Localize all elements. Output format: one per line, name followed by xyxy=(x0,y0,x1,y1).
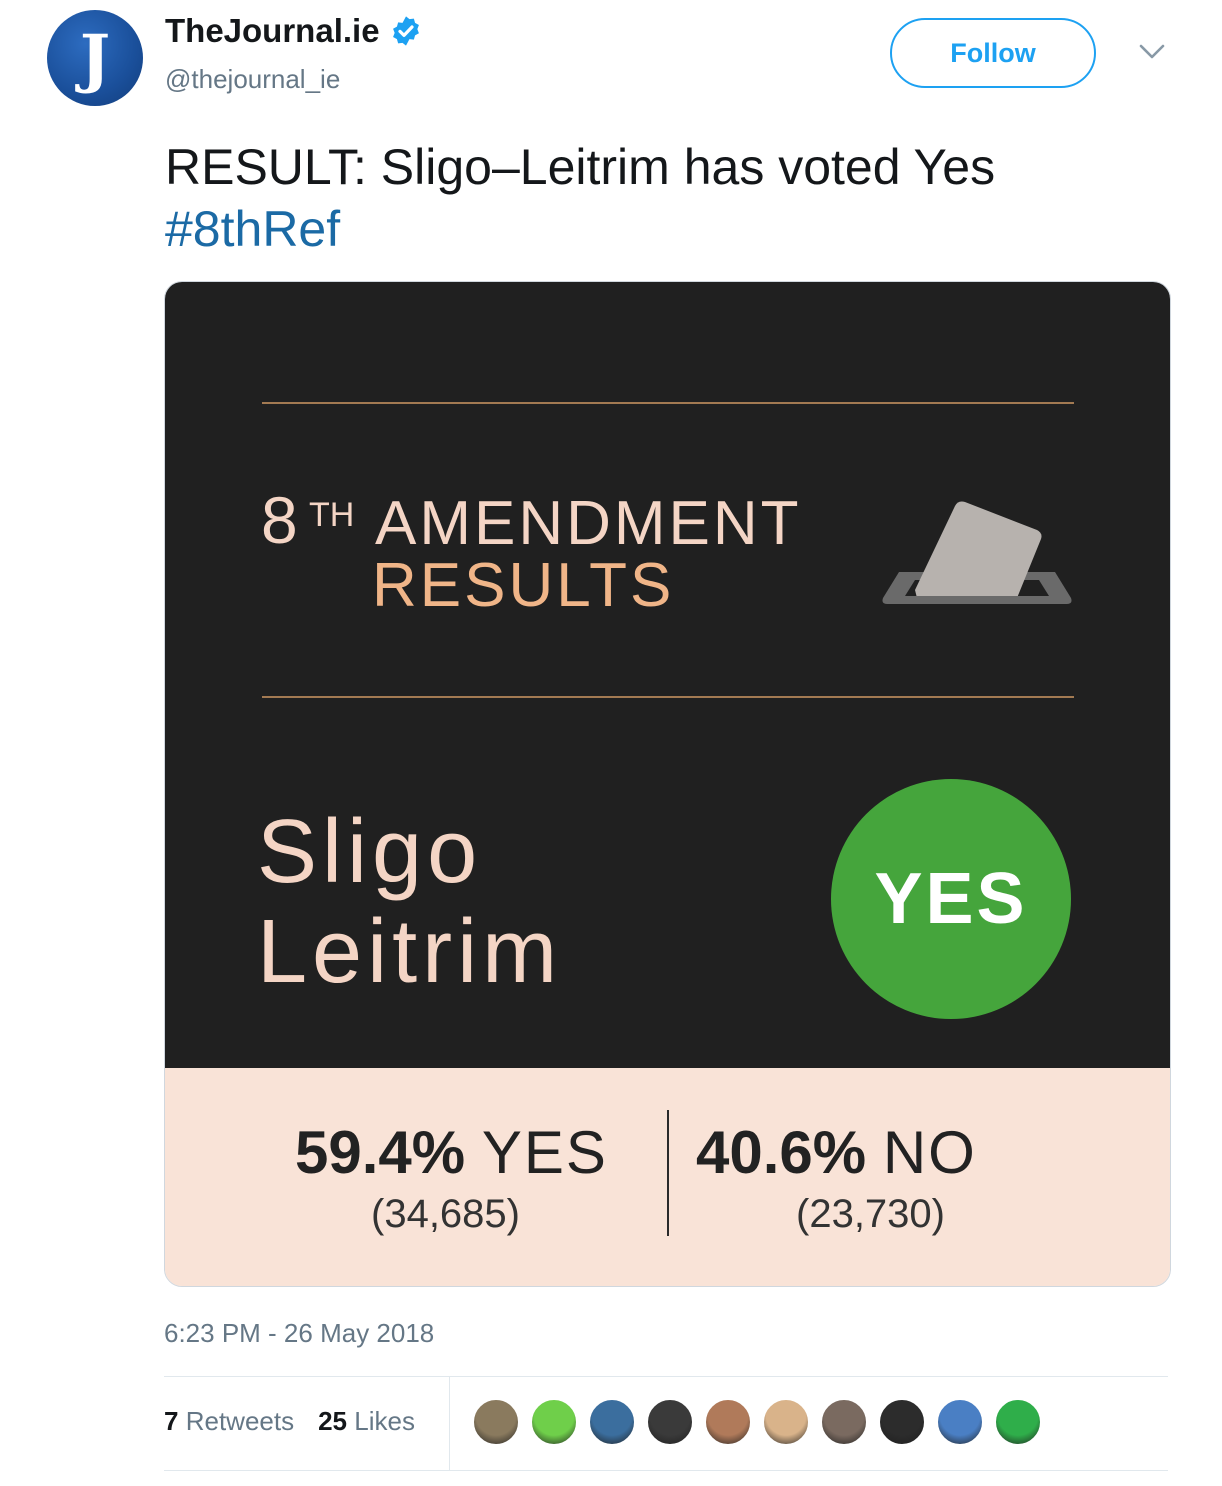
account-avatar[interactable]: J xyxy=(47,10,143,106)
no-count: (23,730) xyxy=(796,1192,945,1236)
yes-stat: 59.4% YES xyxy=(295,1118,608,1187)
stats-divider xyxy=(667,1110,669,1236)
yes-count: (34,685) xyxy=(371,1192,520,1236)
stats-top-divider xyxy=(164,1376,1168,1377)
title-amendment: AMENDMENT xyxy=(375,489,802,558)
retweets-label: Retweets xyxy=(185,1406,295,1436)
card-dark-panel: 8 TH AMENDMENT RESULTS Sligo Leitrim YES xyxy=(165,282,1170,1068)
stats-vertical-divider xyxy=(449,1376,450,1470)
liker-avatar-icon[interactable] xyxy=(994,1398,1042,1446)
bottom-rule xyxy=(262,696,1074,698)
title-number: 8 xyxy=(261,483,298,557)
yes-percent: 59.4% xyxy=(295,1119,466,1186)
chevron-down-icon[interactable] xyxy=(1138,42,1166,62)
retweets-stat[interactable]: 7 Retweets xyxy=(164,1406,294,1437)
constituency-line-1: Sligo xyxy=(257,802,483,902)
verified-badge-icon xyxy=(392,16,419,46)
card-stats-panel: 59.4% YES (34,685) 40.6% NO (23,730) xyxy=(165,1068,1170,1286)
title-suffix: TH xyxy=(309,496,355,534)
liker-avatar-icon[interactable] xyxy=(704,1398,752,1446)
title-results: RESULTS xyxy=(372,551,675,620)
stats-bottom-divider xyxy=(164,1470,1168,1471)
tweet-timestamp[interactable]: 6:23 PM - 26 May 2018 xyxy=(164,1318,435,1348)
liker-avatar-icon[interactable] xyxy=(530,1398,578,1446)
yes-label: YES xyxy=(481,1119,608,1186)
no-label: NO xyxy=(882,1119,977,1186)
account-handle[interactable]: @thejournal_ie xyxy=(165,64,341,94)
no-stat: 40.6% NO xyxy=(696,1118,977,1187)
follow-button[interactable]: Follow xyxy=(890,18,1096,88)
no-percent: 40.6% xyxy=(696,1119,867,1186)
top-rule xyxy=(262,402,1074,404)
likes-label: Likes xyxy=(354,1406,415,1436)
tweet-text: RESULT: Sligo–Leitrim has voted Yes #8th… xyxy=(165,136,995,260)
liker-avatar-icon[interactable] xyxy=(936,1398,984,1446)
liker-avatar-icon[interactable] xyxy=(588,1398,636,1446)
avatar-letter: J xyxy=(79,20,111,96)
result-badge: YES xyxy=(831,779,1071,1019)
liker-avatar-icon[interactable] xyxy=(762,1398,810,1446)
liker-avatar-icon[interactable] xyxy=(820,1398,868,1446)
retweets-count: 7 xyxy=(164,1406,179,1436)
likes-count: 25 xyxy=(318,1406,348,1436)
liker-avatars xyxy=(472,1398,1042,1446)
account-name-row[interactable]: TheJournal.ie xyxy=(165,12,422,50)
liker-avatar-icon[interactable] xyxy=(878,1398,926,1446)
ballot-box-icon xyxy=(882,501,1072,604)
constituency-line-2: Leitrim xyxy=(257,902,563,1002)
constituency-name: Sligo Leitrim xyxy=(257,802,562,1002)
liker-avatar-icon[interactable] xyxy=(472,1398,520,1446)
likes-stat[interactable]: 25 Likes xyxy=(318,1406,415,1437)
tweet-body: RESULT: Sligo–Leitrim has voted Yes xyxy=(165,139,996,195)
account-display-name[interactable]: TheJournal.ie xyxy=(165,12,380,49)
results-card-image[interactable]: 8 TH AMENDMENT RESULTS Sligo Leitrim YES… xyxy=(164,281,1171,1287)
engagement-stats: 7 Retweets 25 Likes xyxy=(164,1406,415,1437)
liker-avatar-icon[interactable] xyxy=(646,1398,694,1446)
hashtag-link[interactable]: #8thRef xyxy=(165,201,341,257)
